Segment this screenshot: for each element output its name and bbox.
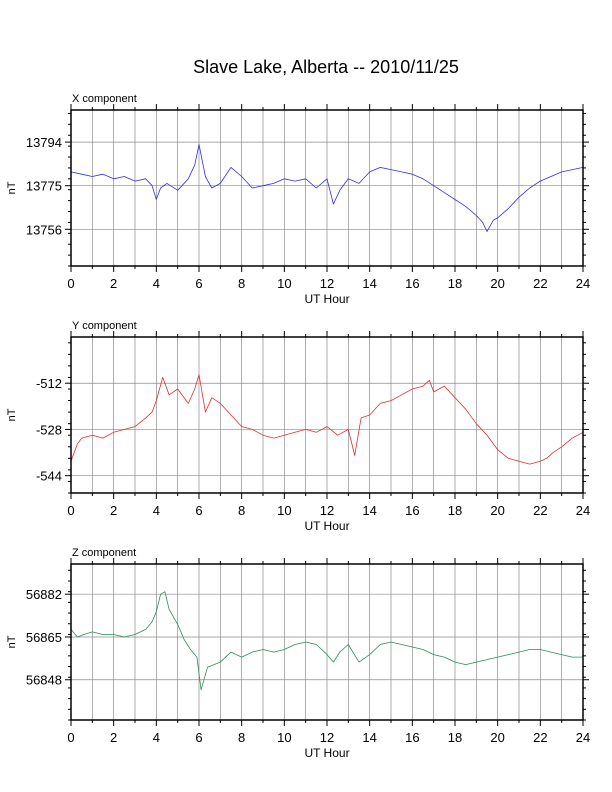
x-axis-label: UT Hour — [304, 292, 349, 306]
y-tick-label: 56882 — [26, 587, 62, 602]
x-tick-label: 8 — [238, 730, 245, 745]
x-axis-label: UT Hour — [304, 519, 349, 533]
panel-title: Z component — [72, 547, 136, 559]
series-line — [70, 591, 583, 691]
x-tick-label: 0 — [67, 503, 74, 518]
x-tick-label: 4 — [153, 730, 160, 745]
x-tick-label: 10 — [277, 730, 291, 745]
x-tick-label: 2 — [110, 276, 117, 291]
series-line — [70, 144, 584, 232]
x-tick-label: 24 — [576, 503, 590, 518]
x-tick-label: 2 — [110, 730, 117, 745]
y-tick-label: -512 — [36, 376, 62, 391]
x-axis-label: UT Hour — [304, 746, 349, 760]
x-tick-label: 20 — [490, 730, 504, 745]
x-tick-label: 14 — [362, 503, 376, 518]
x-tick-label: 4 — [153, 503, 160, 518]
x-tick-label: 0 — [67, 730, 74, 745]
x-tick-label: 14 — [362, 730, 376, 745]
y-axis-label: nT — [6, 635, 18, 648]
y-tick-label: -544 — [36, 469, 62, 484]
x-tick-label: 4 — [153, 276, 160, 291]
x-tick-label: 18 — [448, 503, 462, 518]
x-tick-label: 22 — [533, 730, 547, 745]
series-line — [70, 374, 584, 465]
y-tick-label: 13756 — [26, 222, 62, 237]
x-tick-label: 16 — [405, 276, 419, 291]
x-tick-label: 6 — [195, 503, 202, 518]
x-tick-label: 14 — [362, 276, 376, 291]
y-tick-label: 56848 — [26, 673, 62, 688]
x-tick-label: 10 — [277, 276, 291, 291]
x-tick-label: 12 — [320, 730, 334, 745]
x-tick-label: 16 — [405, 503, 419, 518]
x-tick-label: 12 — [320, 276, 334, 291]
y-tick-label: 56865 — [26, 630, 62, 645]
x-tick-label: 0 — [67, 276, 74, 291]
x-tick-label: 16 — [405, 730, 419, 745]
panel-title: Y component — [72, 320, 137, 332]
x-tick-label: 18 — [448, 276, 462, 291]
x-tick-label: 22 — [533, 276, 547, 291]
x-tick-label: 22 — [533, 503, 547, 518]
x-tick-label: 6 — [195, 276, 202, 291]
panel-title: X component — [72, 93, 137, 105]
x-tick-label: 6 — [195, 730, 202, 745]
y-axis-label: nT — [6, 181, 18, 194]
x-tick-label: 24 — [576, 276, 590, 291]
y-tick-label: 13794 — [26, 135, 62, 150]
x-tick-label: 8 — [238, 503, 245, 518]
x-tick-label: 10 — [277, 503, 291, 518]
x-tick-label: 24 — [576, 730, 590, 745]
x-tick-label: 2 — [110, 503, 117, 518]
y-axis-label: nT — [6, 408, 18, 421]
x-tick-label: 12 — [320, 503, 334, 518]
x-tick-label: 20 — [490, 503, 504, 518]
x-tick-label: 8 — [238, 276, 245, 291]
y-tick-label: 13775 — [26, 179, 62, 194]
x-tick-label: 20 — [490, 276, 504, 291]
x-tick-label: 18 — [448, 730, 462, 745]
page-title: Slave Lake, Alberta -- 2010/11/25 — [193, 57, 459, 77]
y-tick-label: -528 — [36, 422, 62, 437]
